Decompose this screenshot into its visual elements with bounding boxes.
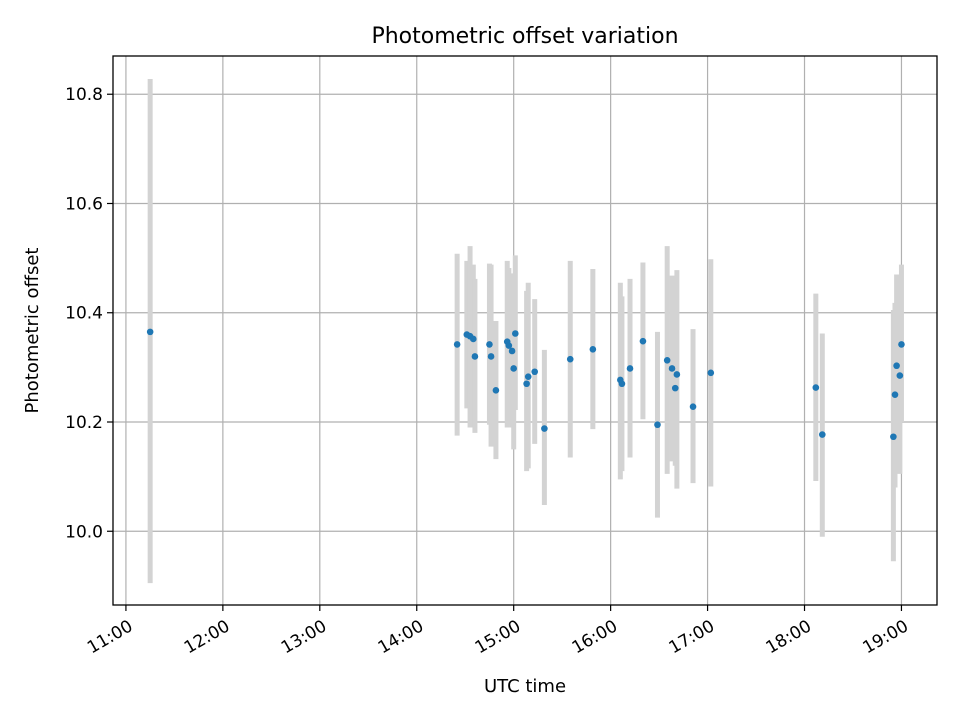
data-point: [146, 328, 154, 336]
y-tick-label: 10.8: [65, 85, 103, 105]
x-tick-label: 16:00: [569, 616, 621, 658]
data-point: [673, 371, 681, 378]
data-point: [626, 365, 634, 372]
data-point: [510, 365, 517, 372]
x-tick-label: 15:00: [472, 616, 524, 658]
x-tick-label: 12:00: [181, 616, 233, 658]
x-tick-label: 14:00: [375, 616, 427, 658]
data-point: [566, 355, 574, 363]
data-point: [671, 384, 679, 392]
data-point: [486, 341, 493, 348]
data-point: [890, 433, 897, 441]
data-point: [654, 421, 661, 429]
x-tick-label: 18:00: [763, 616, 815, 658]
plot-frame: [112, 55, 938, 606]
data-point: [508, 347, 516, 355]
data-point: [469, 335, 477, 343]
data-point: [893, 362, 900, 370]
y-tick-label: 10.0: [65, 522, 103, 542]
data-point: [512, 330, 519, 337]
y-tick-label: 10.4: [65, 304, 103, 324]
data-points: [146, 328, 905, 441]
x-axis-label: UTC time: [484, 676, 566, 697]
y-axis-label: Photometric offset: [22, 248, 43, 414]
data-point: [487, 353, 495, 360]
data-point: [689, 403, 697, 411]
data-point: [453, 341, 461, 348]
data-point: [812, 384, 820, 391]
data-point: [891, 391, 899, 398]
data-point: [531, 368, 538, 376]
y-tick-label: 10.6: [65, 194, 103, 214]
data-point: [523, 380, 530, 388]
chart-title: Photometric offset variation: [371, 24, 678, 49]
error-bars: [147, 78, 904, 584]
data-point: [668, 365, 676, 372]
data-point: [589, 346, 597, 353]
x-tick-label: 13:00: [278, 616, 330, 658]
data-point: [618, 380, 626, 388]
data-point: [898, 341, 905, 348]
data-point: [541, 425, 548, 432]
data-point: [524, 373, 532, 380]
y-tick-label: 10.2: [65, 413, 103, 433]
x-tick-label: 17:00: [666, 616, 718, 658]
data-point: [471, 353, 479, 360]
x-tick-label: 11:00: [84, 616, 136, 658]
data-point: [707, 369, 715, 377]
data-point: [818, 431, 826, 438]
data-point: [492, 387, 500, 394]
x-tick-label: 19:00: [860, 616, 912, 658]
data-point: [505, 342, 513, 349]
data-point: [639, 337, 647, 345]
data-point: [663, 356, 671, 364]
data-point: [896, 372, 904, 379]
